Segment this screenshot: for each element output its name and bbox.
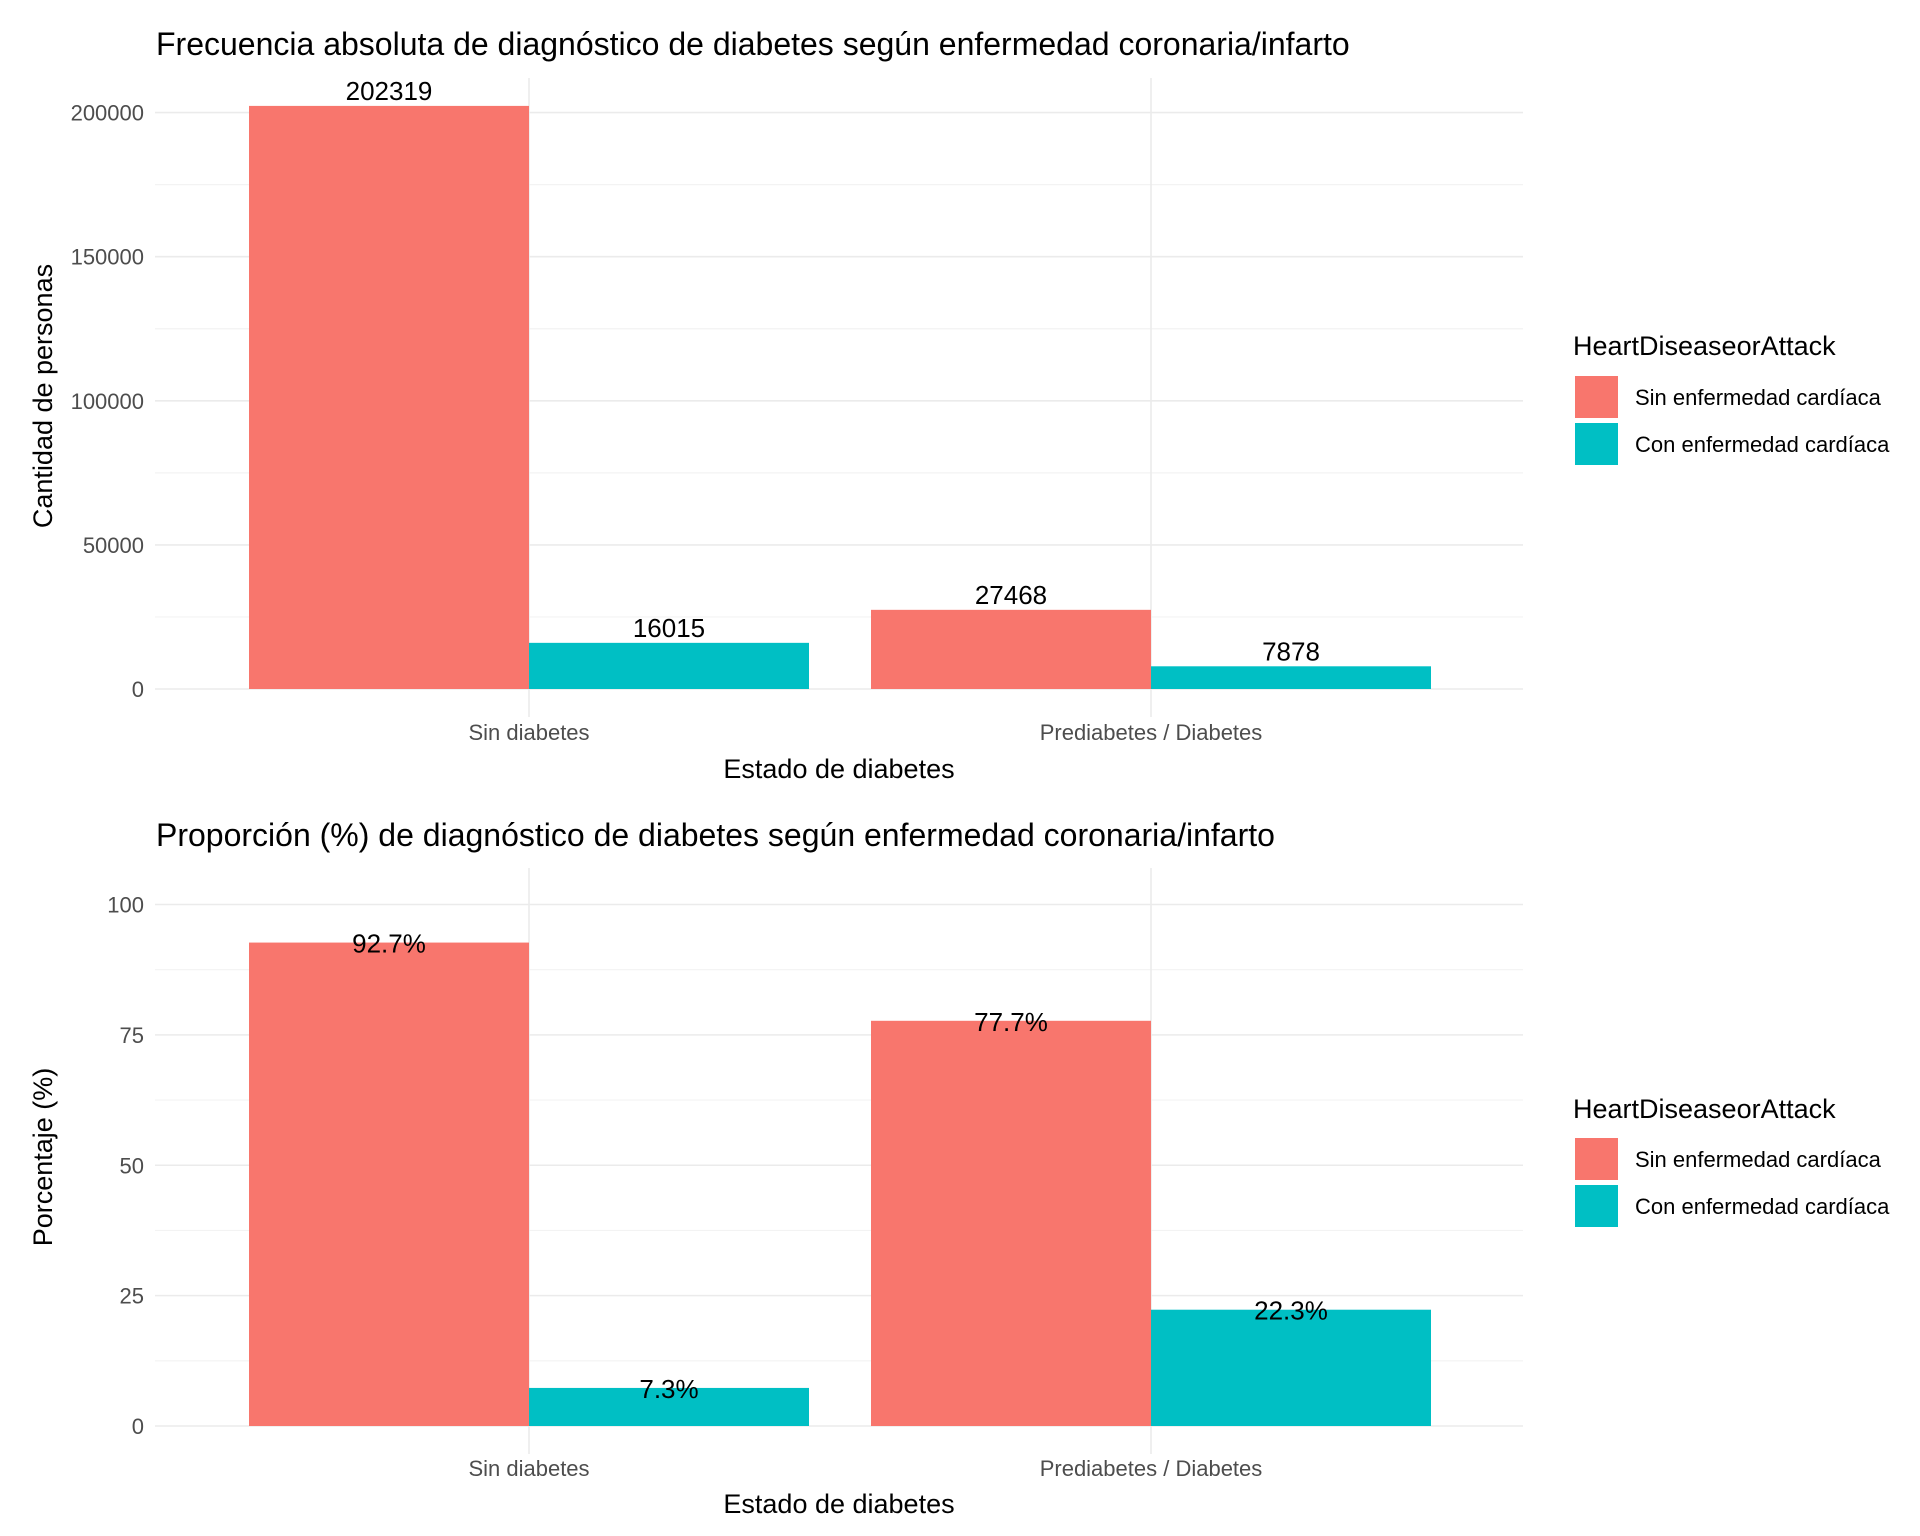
y-axis-title: Cantidad de personas (28, 264, 58, 528)
data-label: 7878 (1262, 636, 1320, 666)
data-label: 7.3% (639, 1374, 698, 1404)
bar-con-enfermedad-prediabetes (1151, 1309, 1431, 1426)
legend-title: HeartDiseaseorAttack (1573, 1094, 1836, 1124)
y-tick-label: 75 (120, 1023, 144, 1048)
legend: HeartDiseaseorAttack Sin enfermedad cardí… (1573, 1094, 1890, 1227)
y-tick-label: 0 (132, 1414, 144, 1439)
y-tick-label: 100000 (71, 389, 144, 414)
y-tick-label: 50 (120, 1153, 144, 1178)
bar-sin-enfermedad-prediabetes (871, 1020, 1151, 1426)
x-axis-title: Estado de diabetes (723, 1489, 954, 1519)
legend-key-con-enfermedad (1575, 1185, 1618, 1227)
legend-label: Sin enfermedad cardíaca (1635, 385, 1882, 410)
x-tick-label: Prediabetes / Diabetes (1040, 1456, 1263, 1481)
bar-sin-enfermedad-sin-diabetes (249, 942, 529, 1426)
y-tick-label: 25 (120, 1284, 144, 1309)
data-label: 22.3% (1254, 1296, 1328, 1326)
x-tick-label: Sin diabetes (468, 1456, 589, 1481)
y-tick-label: 150000 (71, 245, 144, 270)
x-tick-label: Prediabetes / Diabetes (1040, 720, 1263, 745)
chart-panel-2: Proporción (%) de diagnóstico de diabete… (28, 817, 1890, 1519)
data-label: 92.7% (352, 929, 426, 959)
legend-label: Sin enfermedad cardíaca (1635, 1147, 1882, 1172)
y-tick-label: 0 (132, 677, 144, 702)
legend-label: Con enfermedad cardíaca (1635, 432, 1890, 457)
bar-con-enfermedad-sin-diabetes (529, 642, 809, 689)
x-axis-title: Estado de diabetes (723, 754, 954, 784)
data-label: 202319 (346, 76, 433, 106)
legend-key-con-enfermedad (1575, 423, 1618, 465)
x-tick-label: Sin diabetes (468, 720, 589, 745)
legend: HeartDiseaseorAttack Sin enfermedad cardí… (1573, 331, 1890, 465)
chart-title: Frecuencia absoluta de diagnóstico de di… (156, 26, 1350, 62)
chart-title: Proporción (%) de diagnóstico de diabete… (156, 817, 1275, 853)
data-label: 27468 (975, 580, 1047, 610)
bar-con-enfermedad-prediabetes (1151, 666, 1431, 689)
y-tick-label: 200000 (71, 101, 144, 126)
legend-key-sin-enfermedad (1575, 1138, 1618, 1180)
data-label: 16015 (633, 613, 705, 643)
bar-con-enfermedad-sin-diabetes (529, 1387, 809, 1426)
bar-sin-enfermedad-prediabetes (871, 609, 1151, 689)
y-tick-label: 50000 (83, 533, 144, 558)
y-axis-title: Porcentaje (%) (28, 1068, 58, 1247)
legend-title: HeartDiseaseorAttack (1573, 331, 1836, 361)
legend-label: Con enfermedad cardíaca (1635, 1194, 1890, 1219)
bar-sin-enfermedad-sin-diabetes (249, 105, 529, 690)
y-tick-label: 100 (107, 893, 144, 918)
chart-panel-1: Frecuencia absoluta de diagnóstico de di… (28, 26, 1890, 784)
data-label: 77.7% (974, 1007, 1048, 1037)
legend-key-sin-enfermedad (1575, 376, 1618, 418)
